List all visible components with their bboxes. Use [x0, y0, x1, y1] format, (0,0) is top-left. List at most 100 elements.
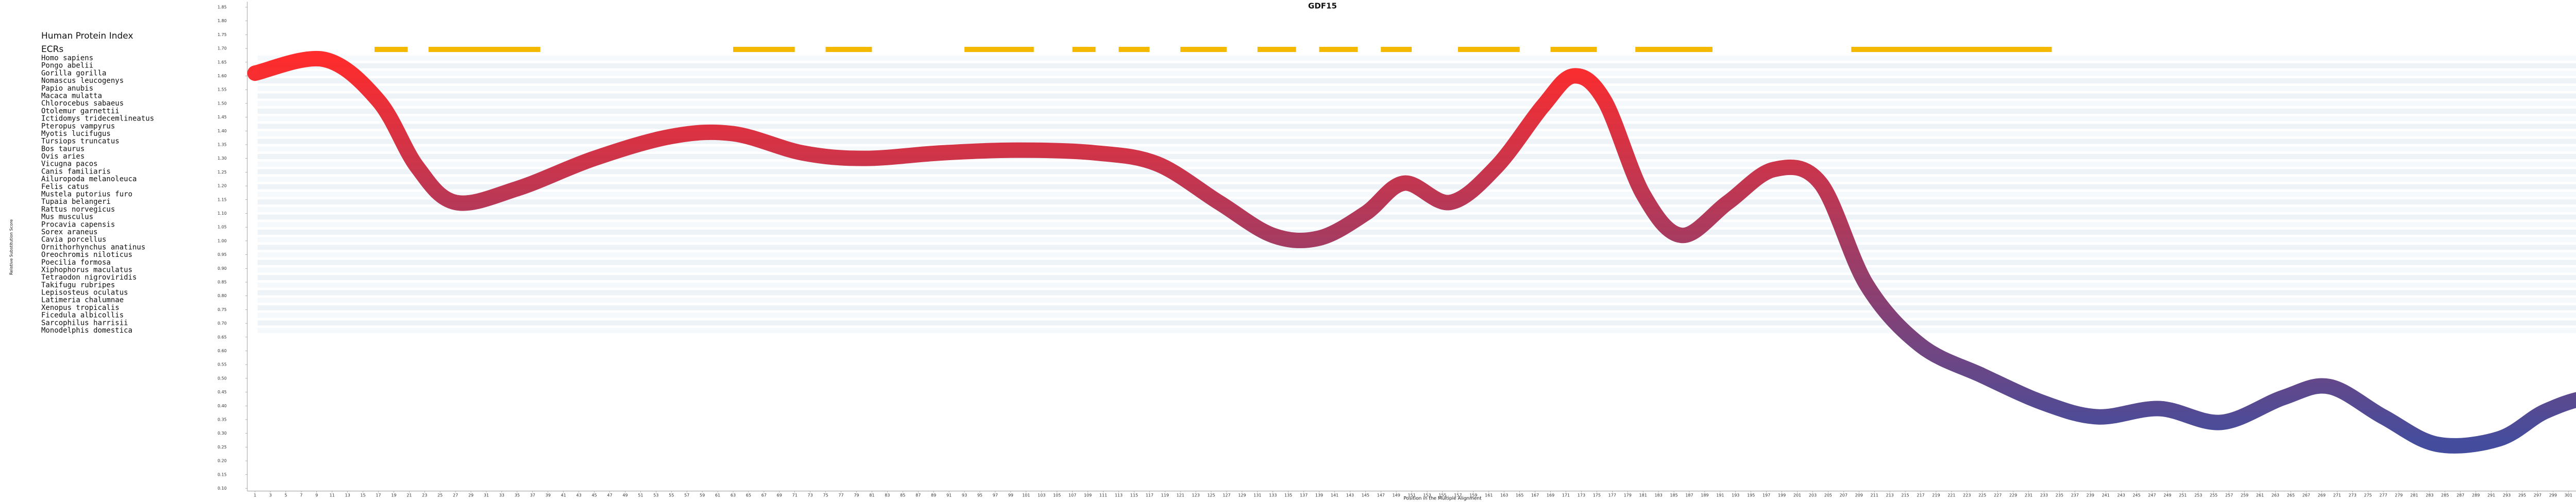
x-tick-label: 29 — [468, 493, 473, 497]
species-label: Pteropus vampyrus — [41, 122, 115, 130]
x-tick-label: 247 — [2148, 493, 2156, 497]
x-tick-label: 105 — [1053, 493, 1061, 497]
y-tick-label: 1.40 — [217, 129, 227, 133]
x-tick-label: 151 — [1408, 493, 1415, 497]
y-tick-label: 1.65 — [217, 60, 227, 64]
x-tick-label: 263 — [2272, 493, 2279, 497]
species-label: Bos taurus — [41, 145, 84, 153]
species-label: Gorilla gorilla — [41, 69, 106, 77]
y-tick-label: 1.50 — [217, 101, 227, 106]
x-tick-label: 221 — [1947, 493, 1955, 497]
x-tick-label: 55 — [669, 493, 674, 497]
x-tick-label: 57 — [684, 493, 689, 497]
alignment-row — [258, 298, 2576, 303]
x-tick-label: 49 — [622, 493, 628, 497]
x-tick-label: 183 — [1654, 493, 1662, 497]
y-tick-label: 1.30 — [217, 156, 227, 161]
alignment-row — [258, 290, 2576, 296]
alignment-row — [258, 313, 2576, 318]
species-label: Nomascus leucogenys — [41, 77, 124, 85]
x-tick-label: 237 — [2071, 493, 2079, 497]
ecr-region — [1381, 47, 1412, 52]
alignment-row — [258, 267, 2576, 273]
x-tick-label: 201 — [1793, 493, 1801, 497]
species-label: Mus musculus — [41, 213, 93, 221]
y-tick-label: 0.25 — [217, 445, 227, 449]
x-tick-label: 167 — [1531, 493, 1539, 497]
x-tick-label: 115 — [1130, 493, 1138, 497]
y-tick-label: 1.25 — [217, 170, 227, 175]
species-label: Poecilia formosa — [41, 258, 111, 267]
species-label: Latimeria chalumnae — [41, 296, 124, 304]
x-tick-label: 11 — [330, 493, 335, 497]
x-tick-label: 79 — [854, 493, 859, 497]
species-label: Myotis lucifugus — [41, 130, 111, 138]
x-tick-label: 289 — [2472, 493, 2480, 497]
y-tick-label: 0.35 — [217, 417, 227, 422]
x-tick-label: 107 — [1069, 493, 1076, 497]
x-tick-label: 227 — [1994, 493, 2002, 497]
x-tick-label: 173 — [1578, 493, 1585, 497]
x-tick-label: 159 — [1469, 493, 1477, 497]
x-tick-label: 169 — [1547, 493, 1554, 497]
y-tick-label: 1.80 — [217, 19, 227, 23]
ecr-region — [1458, 47, 1520, 52]
y-tick-label: 1.60 — [217, 74, 227, 78]
species-label: Ailuropoda melanoleuca — [41, 175, 137, 183]
substitution-curve — [247, 51, 2576, 454]
alignment-row — [258, 85, 2576, 91]
x-tick-label: 131 — [1253, 493, 1261, 497]
x-tick-label: 299 — [2549, 493, 2557, 497]
x-tick-label: 253 — [2194, 493, 2202, 497]
species-label: Tetraodon nigroviridis — [41, 273, 137, 282]
x-tick-label: 31 — [484, 493, 489, 497]
species-label: Xenopus tropicalis — [41, 304, 120, 312]
x-tick-label: 275 — [2364, 493, 2371, 497]
alignment-row — [258, 229, 2576, 235]
y-tick-label: 1.55 — [217, 88, 227, 92]
species-label: Mustela putorius furo — [41, 191, 132, 199]
x-tick-label: 243 — [2117, 493, 2125, 497]
x-tick-label: 71 — [792, 493, 798, 497]
x-tick-label: 233 — [2040, 493, 2048, 497]
x-tick-label: 81 — [869, 493, 874, 497]
y-tick-label: 0.90 — [217, 266, 227, 271]
alignment-row — [258, 259, 2576, 265]
x-tick-label: 193 — [1732, 493, 1739, 497]
x-tick-label: 261 — [2256, 493, 2264, 497]
x-tick-label: 135 — [1284, 493, 1292, 497]
ecr-region — [1180, 47, 1227, 52]
y-tick-label: 0.50 — [217, 376, 227, 380]
x-tick-label: 99 — [1008, 493, 1013, 497]
alignment-row — [258, 63, 2576, 68]
x-tick-label: 141 — [1331, 493, 1338, 497]
alignment-row — [258, 169, 2576, 175]
x-tick-label: 103 — [1038, 493, 1045, 497]
x-tick-label: 7 — [300, 493, 302, 497]
y-tick-label: 0.55 — [217, 362, 227, 367]
x-tick-label: 17 — [376, 493, 381, 497]
x-tick-label: 267 — [2302, 493, 2310, 497]
x-tick-label: 229 — [2009, 493, 2017, 497]
species-label: Tupaia belangeri — [41, 198, 111, 206]
x-tick-label: 5 — [284, 493, 287, 497]
x-tick-label: 283 — [2426, 493, 2433, 497]
species-label: Xiphophorus maculatus — [41, 266, 132, 274]
x-tick-label: 225 — [1978, 493, 1986, 497]
x-tick-label: 217 — [1917, 493, 1924, 497]
x-tick-label: 121 — [1176, 493, 1184, 497]
species-label: Homo sapiens — [41, 54, 93, 62]
species-label: Cavia porcellus — [41, 236, 106, 244]
y-tick-label: 1.35 — [217, 142, 227, 147]
y-tick-label: 0.70 — [217, 321, 227, 326]
x-tick-label: 35 — [515, 493, 520, 497]
x-tick-label: 145 — [1362, 493, 1369, 497]
y-tick-label: 1.45 — [217, 115, 227, 119]
x-tick-label: 207 — [1840, 493, 1848, 497]
x-tick-label: 113 — [1115, 493, 1123, 497]
x-tick-label: 137 — [1300, 493, 1308, 497]
x-tick-label: 197 — [1762, 493, 1770, 497]
x-tick-label: 51 — [638, 493, 643, 497]
x-tick-label: 161 — [1485, 493, 1493, 497]
alignment-row — [258, 101, 2576, 107]
